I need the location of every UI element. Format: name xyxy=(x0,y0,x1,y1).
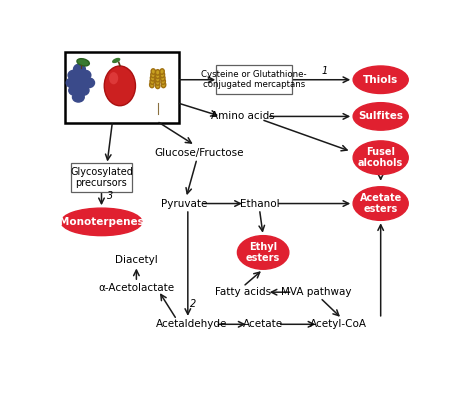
Text: Ethanol: Ethanol xyxy=(240,198,279,208)
Text: Pyruvate: Pyruvate xyxy=(161,198,207,208)
Ellipse shape xyxy=(77,59,89,66)
Text: Monoterpenes: Monoterpenes xyxy=(59,217,144,227)
Text: Acetate
esters: Acetate esters xyxy=(360,193,402,214)
Ellipse shape xyxy=(237,236,289,269)
Text: Amino acids: Amino acids xyxy=(211,112,275,121)
Text: Glycosylated
precursors: Glycosylated precursors xyxy=(70,167,133,188)
Text: Acetate: Acetate xyxy=(243,319,283,329)
Text: α-Acetolactate: α-Acetolactate xyxy=(98,283,174,293)
Text: Cysteine or Glutathione-
conjugated mercaptans: Cysteine or Glutathione- conjugated merc… xyxy=(201,70,307,89)
Ellipse shape xyxy=(104,66,136,106)
Circle shape xyxy=(79,70,91,80)
Text: Fusel
alcohols: Fusel alcohols xyxy=(358,147,403,168)
Text: Sulfites: Sulfites xyxy=(358,112,403,121)
Ellipse shape xyxy=(353,66,408,93)
Text: 3: 3 xyxy=(107,191,113,201)
Circle shape xyxy=(73,64,85,74)
FancyBboxPatch shape xyxy=(65,52,179,123)
Ellipse shape xyxy=(150,75,155,81)
Circle shape xyxy=(68,70,80,80)
Text: MVA pathway: MVA pathway xyxy=(281,287,352,297)
Circle shape xyxy=(69,85,81,95)
FancyBboxPatch shape xyxy=(71,163,132,192)
Ellipse shape xyxy=(151,72,155,78)
Ellipse shape xyxy=(151,69,155,74)
Ellipse shape xyxy=(161,79,165,84)
Circle shape xyxy=(66,78,78,88)
Ellipse shape xyxy=(353,103,408,130)
Text: 1: 1 xyxy=(321,66,328,76)
Ellipse shape xyxy=(353,187,408,220)
Ellipse shape xyxy=(150,79,155,84)
Circle shape xyxy=(83,78,94,88)
Text: 2: 2 xyxy=(190,299,196,308)
Text: Glucose/Fructose: Glucose/Fructose xyxy=(154,148,244,158)
Text: Thiols: Thiols xyxy=(363,75,398,85)
Ellipse shape xyxy=(155,76,160,82)
Ellipse shape xyxy=(161,82,166,88)
FancyBboxPatch shape xyxy=(216,65,292,94)
Ellipse shape xyxy=(155,83,160,89)
Circle shape xyxy=(75,78,86,88)
Text: Ethyl
esters: Ethyl esters xyxy=(246,242,280,263)
Text: Acetaldehyde: Acetaldehyde xyxy=(156,319,227,329)
Ellipse shape xyxy=(112,58,120,63)
Ellipse shape xyxy=(155,80,160,85)
Ellipse shape xyxy=(353,141,408,175)
Text: Diacetyl: Diacetyl xyxy=(115,255,158,265)
Ellipse shape xyxy=(109,72,118,84)
Ellipse shape xyxy=(160,72,164,78)
Ellipse shape xyxy=(61,208,142,236)
Ellipse shape xyxy=(160,69,164,74)
Ellipse shape xyxy=(155,73,160,79)
Ellipse shape xyxy=(150,82,154,88)
Ellipse shape xyxy=(155,69,160,75)
Ellipse shape xyxy=(161,75,165,81)
Circle shape xyxy=(77,85,89,95)
Circle shape xyxy=(73,92,84,102)
Text: Acetyl-CoA: Acetyl-CoA xyxy=(310,319,367,329)
Text: Fatty acids: Fatty acids xyxy=(215,287,271,297)
